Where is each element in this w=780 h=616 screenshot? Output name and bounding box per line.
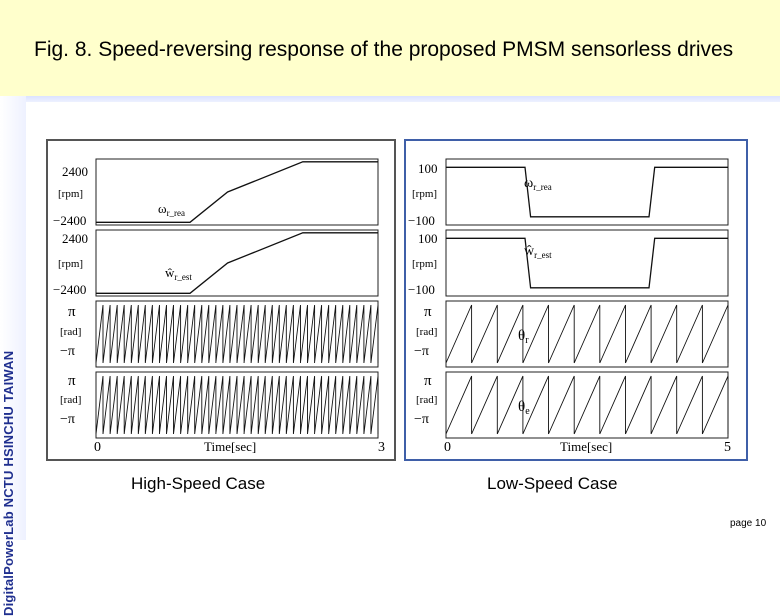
angle-trace-rotor (95, 304, 379, 364)
right-row3-bottom: −π (414, 344, 429, 359)
page-number: page 10 (730, 518, 767, 529)
angle-trace-estimated (445, 375, 729, 435)
angle-trace-rotor (445, 304, 729, 364)
left-trace-label-1: ωr_rea (158, 201, 185, 218)
left-row2-bottom: −2400 (53, 282, 86, 297)
left-row4-unit: [rad] (60, 394, 81, 406)
left-row4-bottom: −π (60, 412, 75, 427)
right-row2-bottom: −100 (408, 282, 435, 297)
right-row4-bottom: −π (414, 412, 429, 427)
right-row1-bottom: −100 (408, 213, 435, 228)
right-x-end: 5 (724, 440, 731, 455)
left-row1-bottom: −2400 (53, 213, 86, 228)
angle-trace-estimated (95, 375, 379, 435)
left-traces (95, 161, 379, 435)
left-row2-unit: [rpm] (58, 258, 83, 270)
plot-frame (95, 229, 379, 297)
left-row3-top: π (68, 304, 76, 320)
left-row2-top: 2400 (62, 231, 88, 246)
right-row1-unit: [rpm] (412, 188, 437, 200)
left-row4-top: π (68, 373, 76, 389)
low-speed-figure: 100 [rpm] −100 100 [rpm] −100 π [rad] −π… (404, 139, 748, 461)
left-x-end: 3 (378, 440, 385, 455)
low-speed-caption: Low-Speed Case (487, 474, 618, 493)
right-trace-label-3: θr (518, 328, 529, 346)
high-speed-chart: 2400 [rpm] −2400 2400 [rpm] −2400 π [rad… (53, 158, 385, 455)
left-row1-unit: [rpm] (58, 188, 83, 200)
speed-trace-real (96, 161, 378, 223)
slide-header: Fig. 8. Speed-reversing response of the … (0, 0, 780, 96)
speed-trace-estimated (446, 237, 728, 289)
right-traces (445, 166, 729, 435)
left-row1-top: 2400 (62, 164, 88, 179)
right-x-label: Time[sec] (560, 439, 612, 454)
right-x-start: 0 (444, 440, 451, 455)
right-trace-label-4: θe (518, 399, 530, 417)
lab-logo-text: DigitalPowerLab NCTU HSINCHU TAIWAN (1, 350, 16, 616)
plot-frame (95, 158, 379, 226)
left-row3-unit: [rad] (60, 326, 81, 338)
right-row4-unit: [rad] (416, 394, 437, 406)
right-trace-label-1: ωr_rea (524, 176, 552, 192)
left-row3-bottom: −π (60, 344, 75, 359)
sidebar: DigitalPowerLab NCTU HSINCHU TAIWAN (0, 96, 26, 616)
left-trace-label-2: ŵr_est (165, 265, 192, 282)
right-row4-top: π (424, 373, 432, 389)
slide-title: Fig. 8. Speed-reversing response of the … (34, 38, 734, 61)
right-trace-label-2: ŵr_est (524, 244, 552, 260)
right-row3-unit: [rad] (416, 326, 437, 338)
right-row2-top: 100 (418, 231, 438, 246)
speed-trace-estimated (96, 232, 378, 294)
low-speed-chart: 100 [rpm] −100 100 [rpm] −100 π [rad] −π… (408, 158, 731, 455)
right-row3-top: π (424, 304, 432, 320)
high-speed-caption: High-Speed Case (131, 474, 266, 493)
plot-frame (445, 158, 729, 226)
high-speed-figure: 2400 [rpm] −2400 2400 [rpm] −2400 π [rad… (46, 139, 396, 461)
right-row2-unit: [rpm] (412, 258, 437, 270)
left-x-start: 0 (94, 440, 101, 455)
speed-trace-real (446, 166, 728, 218)
right-row1-top: 100 (418, 161, 438, 176)
left-x-label: Time[sec] (204, 439, 256, 454)
header-divider (26, 96, 780, 102)
plot-frame (445, 229, 729, 297)
